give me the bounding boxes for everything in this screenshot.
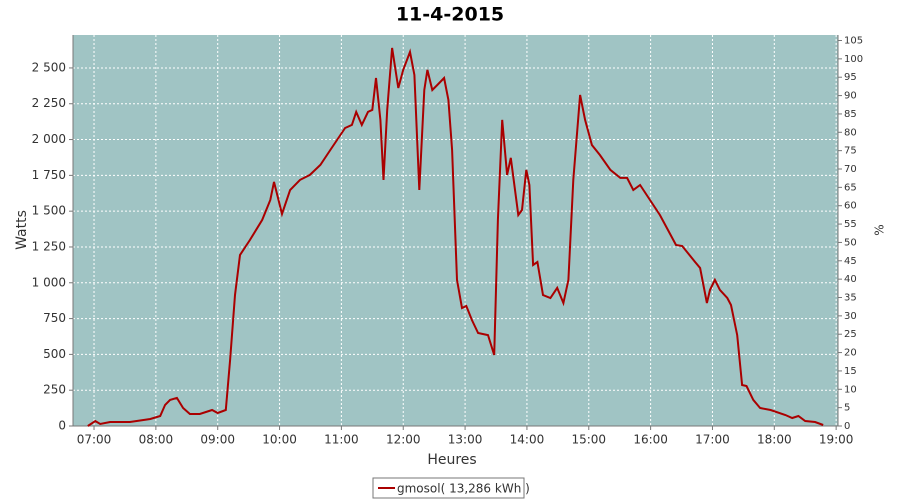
- x-tick-label: 10:00: [262, 433, 297, 447]
- y2-tick-label: 105: [844, 36, 863, 47]
- x-tick-label: 13:00: [448, 433, 483, 447]
- y-tick-label: 2 500: [32, 60, 66, 74]
- legend-box: [372, 477, 525, 499]
- y-tick-label: 1 000: [32, 275, 66, 289]
- x-tick-label: 12:00: [386, 433, 421, 447]
- y2-tick-label: 25: [844, 329, 857, 340]
- y-tick-label: 0: [58, 419, 66, 433]
- x-axis-label: Heures: [427, 452, 476, 468]
- y-tick-label: 1 250: [32, 239, 66, 253]
- y2-tick-label: 75: [844, 146, 857, 157]
- y2-axis-label: %: [873, 224, 887, 235]
- x-tick-label: 09:00: [200, 433, 235, 447]
- y2-tick-label: 80: [844, 127, 857, 138]
- y2-tick-label: 55: [844, 219, 857, 230]
- y2-tick-label: 10: [844, 384, 857, 395]
- y2-tick-label: 0: [844, 421, 850, 432]
- chart-title: 11-4-2015: [396, 4, 504, 26]
- x-tick-label: 19:00: [819, 433, 854, 447]
- x-tick-label: 17:00: [695, 433, 730, 447]
- y2-tick-label: 15: [844, 366, 857, 377]
- y-tick-label: 250: [43, 383, 66, 397]
- y2-tick-label: 45: [844, 256, 857, 267]
- y-tick-label: 2 250: [32, 96, 66, 110]
- y2-tick-label: 5: [844, 403, 850, 414]
- y2-tick-label: 90: [844, 91, 857, 102]
- y2-tick-label: 85: [844, 109, 857, 120]
- y2-tick-label: 65: [844, 182, 857, 193]
- y2-tick-label: 100: [844, 54, 863, 65]
- y-axis-label: Watts: [14, 210, 30, 250]
- data-line: [87, 47, 824, 427]
- y-tick-label: 750: [43, 311, 66, 325]
- x-tick-label: 08:00: [139, 433, 174, 447]
- x-tick-label: 11:00: [324, 433, 359, 447]
- x-tick-label: 14:00: [510, 433, 545, 447]
- y2-tick-label: 70: [844, 164, 857, 175]
- y2-tick-label: 30: [844, 311, 857, 322]
- x-tick-label: 18:00: [757, 433, 792, 447]
- x-tick-label: 16:00: [633, 433, 668, 447]
- y2-tick-label: 95: [844, 72, 857, 83]
- x-tick-label: 15:00: [571, 433, 606, 447]
- y2-tick-label: 50: [844, 237, 857, 248]
- x-tick-label: 07:00: [77, 433, 112, 447]
- y2-tick-label: 35: [844, 293, 857, 304]
- legend-label: gmosol( 13,286 kWh ): [397, 482, 530, 496]
- y-tick-label: 500: [43, 347, 66, 361]
- y2-tick-label: 60: [844, 201, 857, 212]
- y-tick-label: 1 500: [32, 204, 66, 218]
- y2-tick-label: 40: [844, 274, 857, 285]
- y2-tick-label: 20: [844, 348, 857, 359]
- y-tick-label: 1 750: [32, 168, 66, 182]
- y-tick-label: 2 000: [32, 132, 66, 146]
